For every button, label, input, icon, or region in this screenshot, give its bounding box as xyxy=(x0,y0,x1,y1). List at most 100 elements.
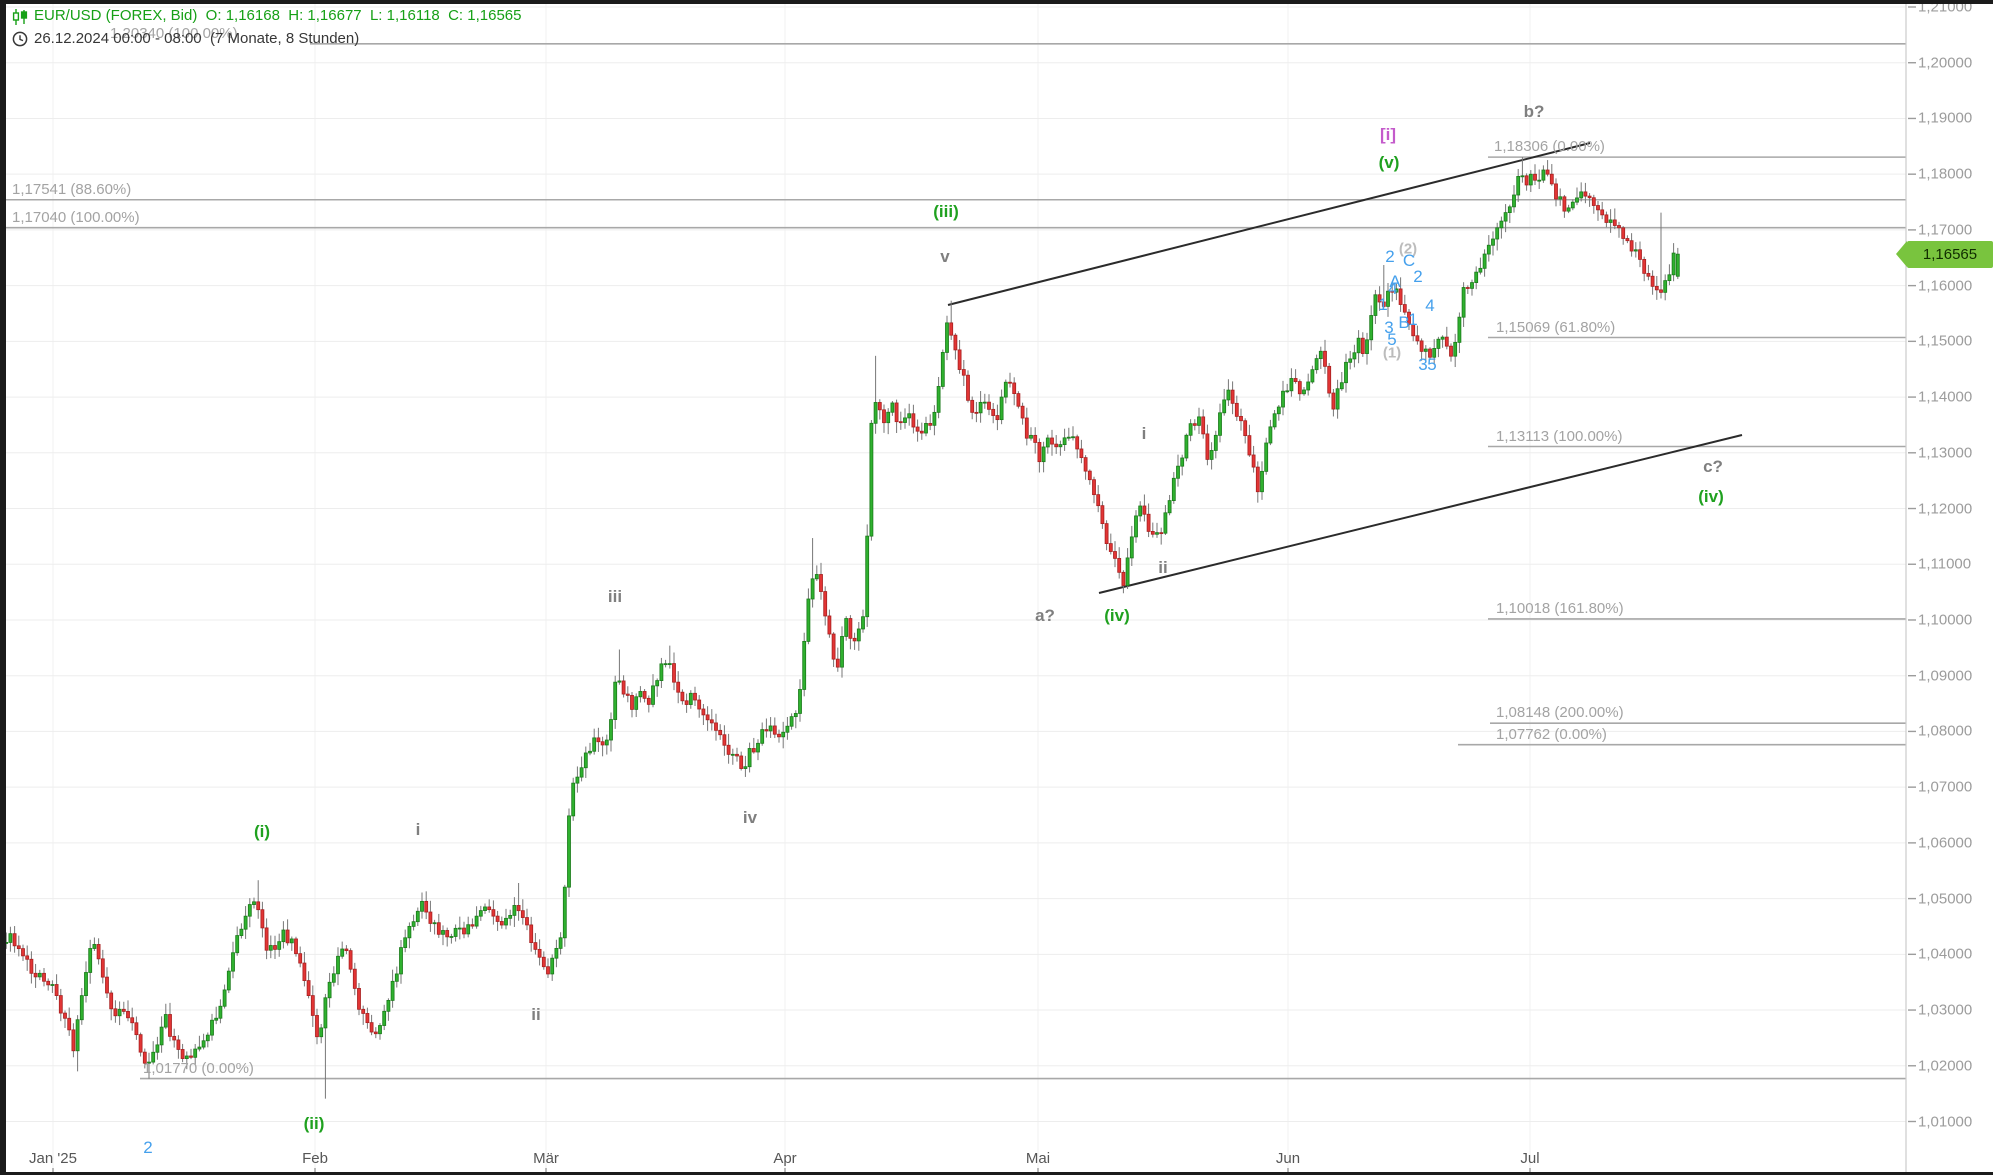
candle-up xyxy=(1482,253,1487,269)
trendline[interactable] xyxy=(947,142,1591,306)
wave-label[interactable]: i xyxy=(1141,424,1147,443)
candle-up xyxy=(403,937,408,948)
wave-label[interactable]: 5 xyxy=(1427,355,1437,374)
wave-label[interactable]: A xyxy=(1389,272,1401,291)
candle-down xyxy=(130,1017,135,1024)
candle-down xyxy=(487,906,492,911)
candle-up xyxy=(1352,352,1357,360)
wave-label[interactable]: 2 xyxy=(1385,247,1395,266)
candle-up xyxy=(147,1061,151,1064)
wave-label[interactable]: 4 xyxy=(1425,296,1435,315)
price-axis-label: 1,01000 xyxy=(1918,1113,1973,1130)
price-axis-label: 1,16000 xyxy=(1918,277,1973,295)
wave-label[interactable]: c? xyxy=(1703,457,1723,476)
wave-label[interactable]: 3 xyxy=(1384,318,1394,337)
wave-label[interactable]: (iv) xyxy=(1698,487,1724,506)
candle-up xyxy=(575,776,580,784)
candle-up xyxy=(382,1010,387,1026)
wave-label[interactable]: (2) xyxy=(1398,240,1418,258)
candle-up xyxy=(1570,201,1575,209)
month-label: Mär xyxy=(533,1150,559,1167)
candle-up xyxy=(945,322,949,353)
wave-label[interactable]: 5 xyxy=(1387,330,1397,349)
month-label: Jul xyxy=(1520,1150,1540,1167)
wave-label[interactable]: 3 xyxy=(1418,355,1428,374)
candle-up xyxy=(550,957,555,975)
wave-label[interactable]: (1) xyxy=(1382,344,1402,362)
wave-label[interactable]: iii xyxy=(607,587,623,606)
wave-label[interactable]: (iv) xyxy=(1104,606,1130,625)
wave-label[interactable]: (i) xyxy=(253,822,271,841)
wave-label[interactable]: 2 xyxy=(1413,267,1423,286)
window-edge-top xyxy=(0,0,1993,4)
candle-up xyxy=(1272,413,1277,428)
wave-label[interactable]: (v) xyxy=(1378,153,1400,172)
candle-up xyxy=(1453,341,1458,357)
candle-down xyxy=(1108,543,1113,552)
candle-down xyxy=(1008,381,1012,384)
candle-up xyxy=(638,691,643,698)
wave-label[interactable]: 2 xyxy=(143,1138,153,1157)
candle-up xyxy=(1575,197,1579,203)
candle-down xyxy=(693,692,697,701)
wave-label[interactable]: iv xyxy=(742,808,758,827)
candle-down xyxy=(424,900,429,913)
wave-label[interactable]: ii xyxy=(1158,558,1168,577)
wave-label[interactable]: b? xyxy=(1523,102,1545,121)
candle-down xyxy=(1587,195,1592,199)
wave-label[interactable]: (ii) xyxy=(303,1114,325,1133)
candle-up xyxy=(88,948,93,973)
candle-down xyxy=(898,421,903,424)
candle-down xyxy=(1201,416,1206,435)
wave-label[interactable]: C xyxy=(1402,251,1416,270)
candle-down xyxy=(1629,240,1634,252)
wave-label[interactable]: ii xyxy=(531,1005,541,1024)
candle-up xyxy=(1066,436,1071,439)
wave-label[interactable]: B xyxy=(1398,313,1410,332)
candle-up xyxy=(1537,179,1542,182)
month-label: Feb xyxy=(302,1150,328,1167)
candle-up xyxy=(1579,191,1584,199)
window-edge-bottom xyxy=(0,1172,1993,1175)
candle-up xyxy=(1171,477,1176,501)
wave-label[interactable]: v xyxy=(940,247,950,266)
candle-up xyxy=(1041,446,1046,463)
candle-down xyxy=(298,953,303,964)
candle-up xyxy=(1470,282,1474,289)
candle-down xyxy=(495,915,500,922)
wave-label[interactable]: [i] xyxy=(1379,125,1397,144)
trendline[interactable] xyxy=(1098,434,1743,594)
candle-down xyxy=(1428,348,1432,358)
candle-down xyxy=(915,426,920,432)
candle-up xyxy=(1507,206,1512,213)
wave-label[interactable]: a? xyxy=(1035,606,1055,625)
candle-up xyxy=(814,574,819,580)
candle-up xyxy=(1356,337,1361,354)
price-axis-label: 1,13000 xyxy=(1918,444,1973,462)
candle-up xyxy=(592,737,597,752)
wave-label[interactable]: 1 xyxy=(1378,295,1388,314)
candle-up xyxy=(869,422,874,537)
fib-level-label: 1,17040 (100.00%) xyxy=(12,208,140,226)
candle-up xyxy=(856,628,861,642)
last-price-badge: 1,16565 xyxy=(1896,240,1993,268)
candle-up xyxy=(785,725,790,733)
candle-down xyxy=(1612,219,1617,226)
candle-down xyxy=(42,972,46,982)
wave-label[interactable]: i xyxy=(415,820,421,839)
wave-label[interactable]: 4 xyxy=(1388,279,1398,298)
candle-up xyxy=(8,933,13,943)
candle-down xyxy=(1033,434,1038,443)
candle-up xyxy=(1318,350,1323,360)
candle-up xyxy=(117,1008,122,1017)
candle-down xyxy=(1092,479,1096,496)
candle-up xyxy=(1369,315,1374,341)
wave-label[interactable]: (iii) xyxy=(933,202,959,221)
candle-down xyxy=(1381,301,1386,307)
candle-up xyxy=(323,997,328,1029)
candle-down xyxy=(705,714,710,721)
wave-label[interactable]: 1 xyxy=(1408,310,1418,329)
candle-up xyxy=(1474,271,1479,283)
price-axis-label: 1,05000 xyxy=(1918,890,1973,908)
